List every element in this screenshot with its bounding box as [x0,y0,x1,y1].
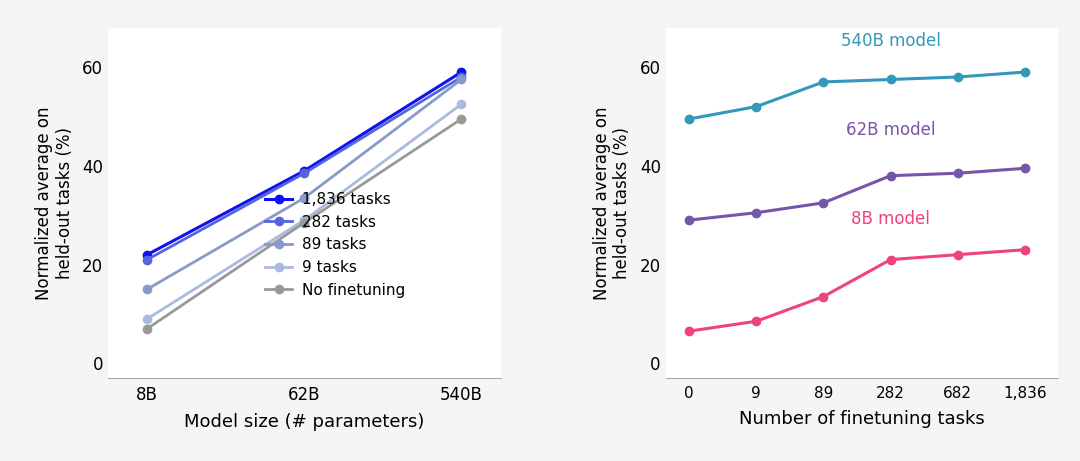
1,836 tasks [140,252,153,257]
282 tasks [298,171,311,176]
1,836 tasks [298,168,311,173]
1,836 tasks [455,69,468,75]
282 tasks [455,74,468,80]
X-axis label: Model size (# parameters): Model size (# parameters) [185,413,424,431]
No finetuning [140,326,153,331]
Line: 89 tasks: 89 tasks [144,75,465,293]
Text: 62B model: 62B model [846,121,935,139]
No finetuning [455,116,468,122]
Line: 9 tasks: 9 tasks [144,100,465,323]
9 tasks [140,316,153,322]
Text: 8B model: 8B model [851,209,930,228]
Y-axis label: Normalized average on
held-out tasks (%): Normalized average on held-out tasks (%) [593,106,632,300]
Legend: 1,836 tasks, 282 tasks, 89 tasks, 9 tasks, No finetuning: 1,836 tasks, 282 tasks, 89 tasks, 9 task… [265,192,405,298]
Line: No finetuning: No finetuning [144,115,465,333]
No finetuning [298,220,311,225]
9 tasks [298,217,311,223]
282 tasks [140,257,153,262]
Text: 540B model: 540B model [840,32,941,50]
Y-axis label: Normalized average on
held-out tasks (%): Normalized average on held-out tasks (%) [35,106,73,300]
9 tasks [455,101,468,107]
89 tasks [140,286,153,292]
89 tasks [455,77,468,82]
Line: 282 tasks: 282 tasks [144,73,465,264]
X-axis label: Number of finetuning tasks: Number of finetuning tasks [739,410,985,428]
89 tasks [298,195,311,201]
Line: 1,836 tasks: 1,836 tasks [144,68,465,259]
